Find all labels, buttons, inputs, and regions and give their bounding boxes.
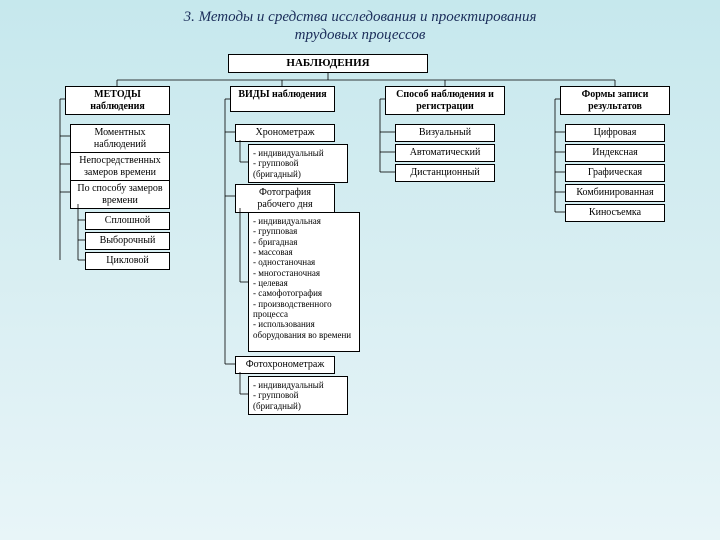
col2-sub-3: - индивидуальный - групповой (бригадный) — [248, 376, 348, 415]
col2-node-1: Хронометраж — [235, 124, 335, 142]
col2-sub-2: - индивидуальная - групповая - бригадная… — [248, 212, 360, 352]
col2-node-3: Фотохронометраж — [235, 356, 335, 374]
title-line1: 3. Методы и средства исследования и прое… — [184, 9, 537, 25]
col2-header: ВИДЫ наблюдения — [230, 86, 335, 112]
root-box: НАБЛЮДЕНИЯ — [228, 54, 428, 73]
col4-node-4: Комбинированная — [565, 184, 665, 202]
col1-node-2: Непосредственных замеров времени — [70, 152, 170, 181]
col4-node-3: Графическая — [565, 164, 665, 182]
col4-node-2: Индексная — [565, 144, 665, 162]
col1-node-1: Моментных наблюдений — [70, 124, 170, 153]
col1-sub-1: Сплошной — [85, 212, 170, 230]
col1-header: МЕТОДЫ наблюдения — [65, 86, 170, 115]
connector-lines — [0, 0, 720, 540]
col1-node-3: По способу замеров времени — [70, 180, 170, 209]
col3-node-3: Дистанционный — [395, 164, 495, 182]
col4-node-5: Киносъемка — [565, 204, 665, 222]
col3-header: Способ наблюдения и регистрации — [385, 86, 505, 115]
col2-sub-1: - индивидуальный - групповой (бригадный) — [248, 144, 348, 183]
col3-node-1: Визуальный — [395, 124, 495, 142]
title-line2: трудовых процессов — [295, 27, 426, 43]
col1-sub-2: Выборочный — [85, 232, 170, 250]
col3-node-2: Автоматический — [395, 144, 495, 162]
col4-header: Формы записи результатов — [560, 86, 670, 115]
col1-sub-3: Цикловой — [85, 252, 170, 270]
title: 3. Методы и средства исследования и прое… — [0, 8, 720, 44]
col4-node-1: Цифровая — [565, 124, 665, 142]
col2-node-2: Фотография рабочего дня — [235, 184, 335, 213]
